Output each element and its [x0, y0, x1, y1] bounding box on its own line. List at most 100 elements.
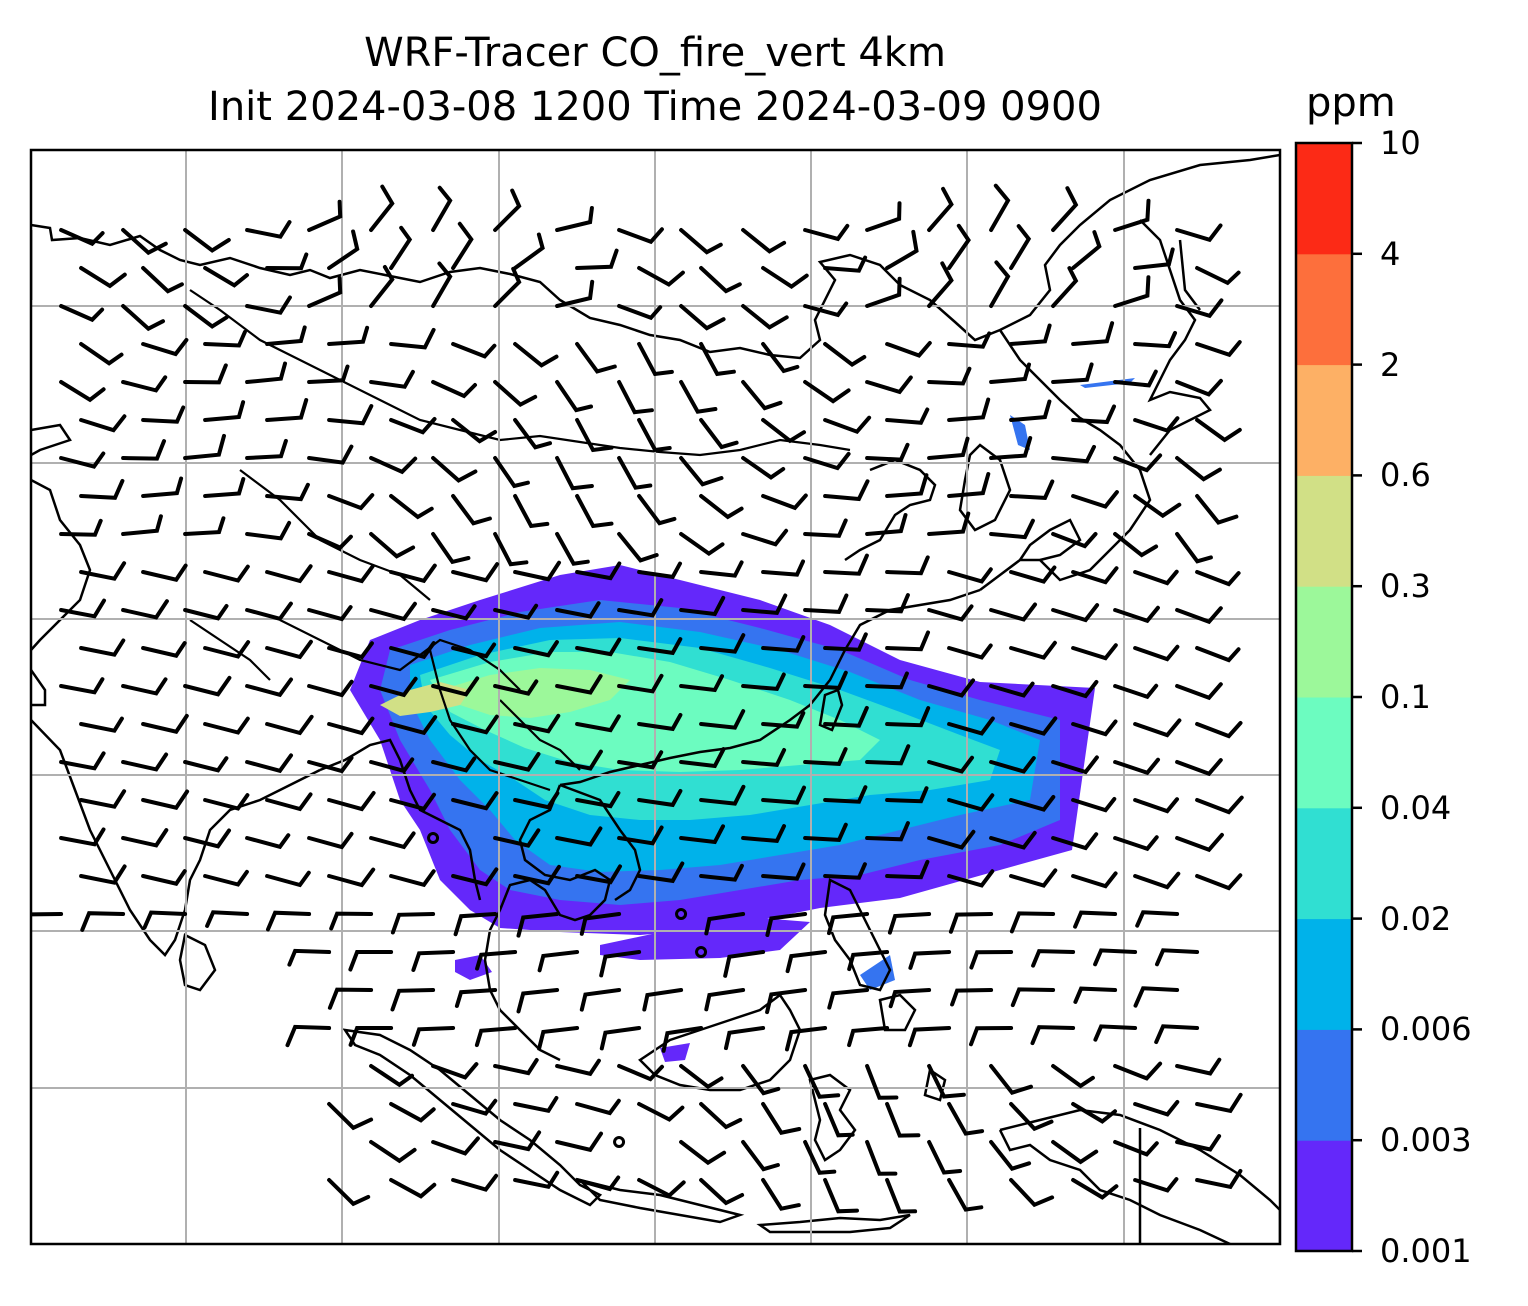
wind-barb — [390, 912, 436, 935]
wind-barb — [575, 561, 622, 581]
wind-barb — [1195, 873, 1243, 891]
wind-barb — [823, 479, 870, 502]
wind-barb — [947, 1102, 985, 1136]
colorbar-tick-label: 0.02 — [1380, 899, 1452, 938]
wind-barb — [1175, 532, 1213, 564]
wind-barb — [927, 1140, 963, 1175]
wind-barb — [203, 716, 250, 735]
wind-barb — [785, 1026, 828, 1052]
wind-barb — [761, 493, 808, 511]
wind-barb — [59, 304, 105, 323]
wind-barb — [59, 518, 103, 537]
plume-level-6 — [440, 668, 630, 718]
wind-barb — [1133, 644, 1180, 662]
wind-barb — [927, 186, 954, 232]
wind-barb — [431, 532, 471, 565]
wind-barb — [823, 705, 869, 728]
wind-barb — [1175, 832, 1224, 853]
wind-barb — [141, 869, 187, 886]
wind-barb — [1133, 247, 1175, 270]
wind-barb — [885, 555, 930, 576]
wind-barb — [265, 325, 307, 346]
wind-barb — [575, 342, 617, 374]
colorbar-segment — [1296, 1140, 1352, 1252]
wind-barb — [266, 910, 312, 932]
wind-barb — [908, 950, 952, 970]
wind-barb — [493, 1058, 539, 1076]
wind-barb — [411, 1026, 456, 1047]
wind-barb — [327, 229, 360, 270]
wind-barb — [679, 304, 726, 331]
wind-barb — [637, 266, 685, 287]
wind-barb — [390, 988, 436, 1012]
wind-barb — [1113, 683, 1159, 700]
wind-barb — [885, 473, 929, 498]
wind-barb — [699, 560, 744, 578]
wind-barb — [927, 261, 954, 308]
wind-barb — [847, 1026, 890, 1048]
wind-barb — [1071, 1178, 1119, 1200]
wind-barb — [327, 493, 375, 511]
wind-barb — [1113, 369, 1158, 388]
wind-barb — [245, 438, 288, 460]
wind-barb — [1133, 718, 1182, 738]
wind-barb — [1009, 399, 1052, 422]
wind-barb — [704, 988, 746, 1012]
wind-barb — [1073, 910, 1118, 929]
wind-barb — [803, 670, 848, 690]
wind-barb — [327, 716, 375, 736]
wind-barb — [637, 637, 683, 656]
wind-barb — [803, 1064, 841, 1099]
wind-barb — [823, 255, 868, 273]
wind-barb — [369, 831, 416, 850]
wind-barb — [79, 414, 127, 433]
colorbar-tick-label: 0.6 — [1380, 456, 1431, 495]
wind-barb — [637, 1178, 686, 1198]
wind-barb — [741, 380, 783, 411]
wind-barb — [1195, 570, 1241, 587]
wind-barb — [389, 641, 436, 660]
wind-barb — [947, 397, 991, 422]
wind-barb — [80, 911, 126, 932]
wind-barb — [307, 679, 354, 698]
wind-barb — [827, 988, 870, 1010]
wind-barb — [1071, 797, 1117, 813]
colorbar-segment — [1296, 918, 1352, 1030]
wind-barb — [1093, 948, 1138, 967]
wind-barb — [1195, 646, 1241, 663]
wind-barb — [761, 1102, 802, 1135]
wind-barb — [888, 988, 932, 1009]
wind-barb — [699, 1102, 743, 1130]
wind-barb — [803, 223, 850, 242]
wind-barb — [637, 418, 672, 453]
coast-moluccas — [923, 1067, 947, 1102]
colorbar-segment — [1296, 143, 1352, 255]
coast-bay-of-bengal — [319, 738, 482, 901]
wind-barb — [969, 1026, 1014, 1047]
wind-barb — [969, 950, 1014, 970]
wind-barb — [431, 1062, 479, 1080]
wind-barb — [121, 752, 169, 772]
wind-barb — [327, 564, 375, 584]
wind-barb — [555, 674, 603, 695]
wind-barb — [741, 304, 789, 330]
wind-barb — [513, 713, 561, 734]
wind-barbs — [31, 183, 1244, 1214]
wind-barb — [1009, 795, 1056, 812]
wind-barb — [617, 380, 654, 415]
plume-small-4 — [660, 1043, 690, 1062]
wind-barb — [699, 863, 744, 882]
wind-barb — [79, 638, 126, 657]
wind-barb — [327, 1102, 374, 1131]
wind-barb — [513, 342, 559, 368]
wind-barb — [1009, 565, 1057, 584]
wind-barb — [823, 553, 869, 576]
wind-barb — [431, 456, 478, 483]
wind-barb — [947, 567, 993, 584]
colorbar — [1296, 141, 1362, 1253]
wind-barb — [245, 361, 287, 384]
wind-barb — [1155, 948, 1200, 967]
wind-barb — [1051, 1140, 1099, 1165]
wind-barb — [865, 201, 902, 232]
wind-barb — [1071, 230, 1102, 270]
